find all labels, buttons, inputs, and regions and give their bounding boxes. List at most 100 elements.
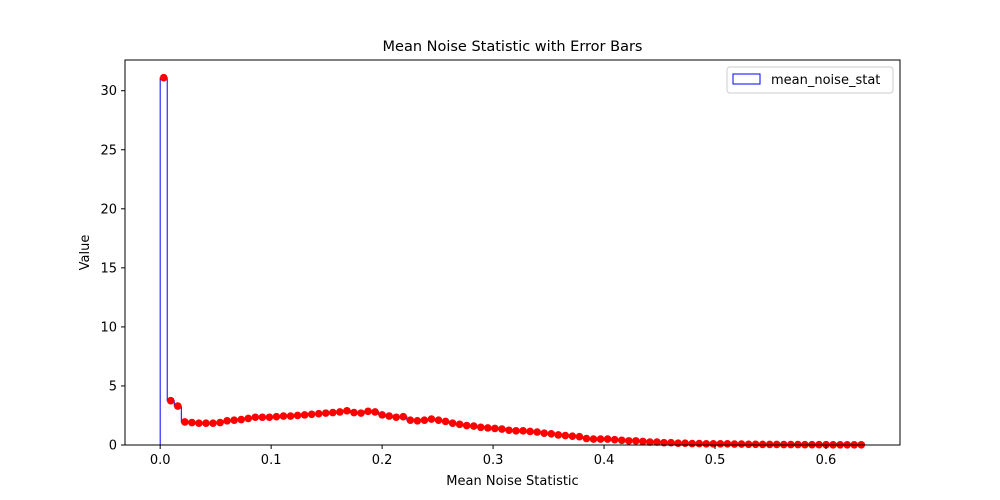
legend-label: mean_noise_stat (771, 73, 880, 88)
data-point (554, 431, 563, 439)
plot-frame (124, 59, 901, 446)
data-point (765, 440, 774, 449)
data-point (336, 408, 344, 416)
data-point (251, 413, 260, 422)
markers-layer (159, 73, 866, 449)
data-point (526, 427, 534, 436)
data-point (202, 419, 210, 427)
data-point (540, 429, 549, 437)
y-axis-ticks: 0 5 10 15 20 25 30 (100, 84, 125, 454)
data-point (216, 418, 224, 427)
data-point (300, 411, 309, 419)
data-point (385, 412, 393, 420)
data-point (568, 432, 577, 440)
data-point (321, 409, 330, 417)
data-point (265, 413, 274, 422)
data-point (688, 439, 696, 448)
data-point (427, 415, 436, 423)
data-point (646, 438, 654, 446)
data-point (582, 434, 591, 443)
data-point (603, 435, 612, 443)
x-tick-label: 0.6 (816, 453, 837, 468)
data-point (632, 437, 640, 445)
data-point (441, 417, 450, 426)
data-point (744, 440, 753, 449)
data-point (462, 421, 471, 430)
data-point (350, 408, 358, 417)
data-point (639, 437, 647, 446)
data-point (329, 408, 337, 417)
x-axis-ticks: 0.0 0.1 0.2 0.3 0.4 0.5 0.6 (150, 445, 836, 468)
legend: mean_noise_stat (726, 66, 894, 94)
data-point (286, 412, 295, 420)
data-point (209, 419, 217, 427)
x-tick-label: 0.1 (261, 453, 282, 468)
data-point (420, 416, 429, 424)
data-point (589, 435, 598, 443)
data-point (561, 431, 570, 440)
y-tick-label: 5 (109, 379, 117, 394)
x-tick-label: 0.5 (705, 453, 726, 468)
y-tick-label: 20 (100, 202, 117, 217)
data-point (181, 418, 189, 426)
data-point (448, 419, 457, 427)
data-point (596, 435, 605, 443)
y-tick-label: 10 (100, 320, 117, 335)
data-point (484, 424, 492, 432)
data-point (702, 440, 711, 448)
legend-swatch (732, 73, 761, 85)
x-tick-label: 0.4 (594, 453, 615, 468)
data-point (469, 422, 478, 430)
data-point (476, 423, 485, 432)
data-point (709, 440, 718, 448)
data-point (166, 396, 175, 405)
data-point (159, 73, 168, 82)
data-point (681, 439, 689, 448)
y-axis-label: Value (78, 235, 93, 271)
data-point (617, 436, 626, 445)
data-point (413, 416, 422, 425)
data-point (399, 412, 408, 421)
data-point (237, 415, 246, 424)
y-tick-label: 0 (109, 439, 117, 454)
y-tick-label: 25 (100, 143, 117, 158)
data-point (244, 414, 253, 423)
x-tick-label: 0.2 (372, 453, 393, 468)
data-point (751, 440, 760, 449)
data-point (716, 440, 725, 448)
data-point (575, 432, 584, 441)
data-point (223, 416, 231, 425)
data-point (364, 407, 372, 416)
data-point (653, 438, 661, 446)
chart-title: Mean Noise Statistic with Error Bars (383, 39, 643, 55)
data-point (491, 424, 499, 433)
data-point (272, 412, 281, 421)
data-point (533, 428, 541, 436)
data-point (314, 409, 323, 418)
data-point (173, 402, 182, 410)
data-point (371, 408, 379, 416)
data-point (547, 429, 556, 438)
y-tick-label: 30 (100, 84, 117, 99)
data-point (723, 440, 732, 448)
data-point (293, 411, 302, 420)
data-point (188, 418, 196, 427)
data-point (357, 409, 365, 417)
data-point (624, 437, 633, 445)
data-point (279, 412, 288, 420)
legend-box (726, 66, 894, 94)
x-tick-label: 0.0 (150, 453, 171, 468)
data-point (695, 439, 704, 448)
x-axis-label: Mean Noise Statistic (446, 474, 578, 489)
data-point (730, 440, 739, 448)
data-point (455, 420, 464, 429)
data-point (343, 406, 351, 415)
data-point (230, 416, 238, 424)
data-point (307, 410, 316, 419)
data-point (392, 413, 401, 422)
data-point (737, 440, 746, 448)
data-point (258, 413, 267, 422)
data-point (674, 439, 682, 448)
data-point (519, 427, 527, 435)
